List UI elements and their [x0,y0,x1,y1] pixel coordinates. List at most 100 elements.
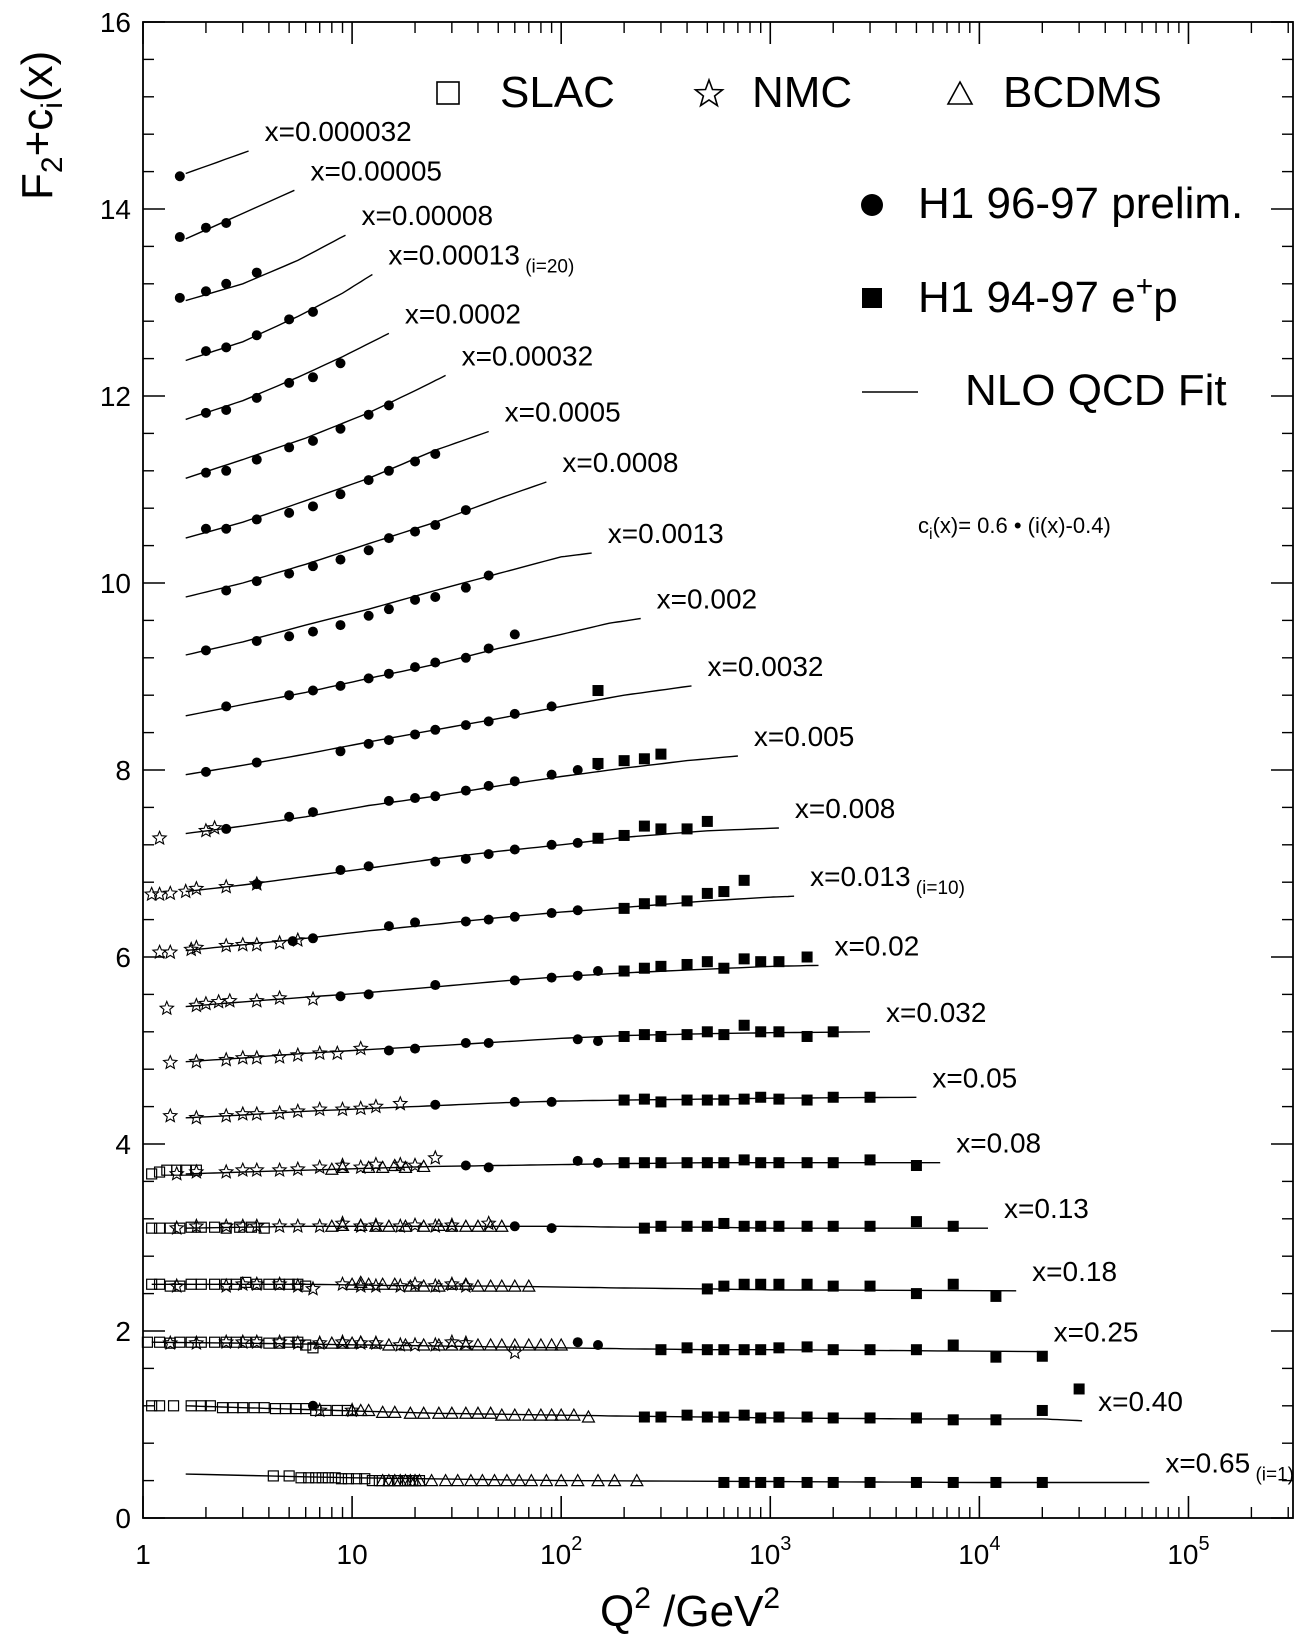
slac-point [342,1473,354,1485]
nmc-point [304,990,322,1006]
h1-96-97-point [383,533,394,544]
h1-94-97-point [801,1030,813,1042]
h1-94-97-point [638,820,650,832]
h1-96-97-point [363,989,374,1000]
h1-96-97-point [363,475,374,486]
bcdms-point [463,1473,478,1487]
slac-point [195,1336,207,1348]
h1-94-97-point [755,1344,767,1356]
h1-94-97-point [864,1344,876,1356]
slac-point [146,1278,158,1290]
series-group: x=0.05 [162,1062,1017,1125]
nmc-point [218,1277,235,1294]
bcdms-point [475,1473,490,1487]
bcdms-point [494,1337,509,1351]
h1-94-97-point [827,1220,839,1232]
h1-96-97-point [546,1096,557,1107]
series-group: x=0.002 [185,584,757,717]
nmc-point [352,1334,369,1350]
series-group: x=0.40 [146,1383,1183,1426]
h1-94-97-point [718,1411,730,1423]
nmc-point [367,1098,384,1114]
h1-96-97-point [251,757,262,768]
h1-94-97-point [738,1278,750,1290]
bcdms-point [387,1405,402,1418]
nmc-point [197,995,214,1011]
h1-96-97-point [546,1223,557,1234]
bcdms-point [533,1337,548,1351]
slac-point [279,1403,292,1415]
fit-curve [185,1031,871,1063]
curve-label: x=0.65 (i=1) [1165,1447,1294,1485]
axes: 0 2 4 6 8 10 12 14 16 1 10 102 103 104 105 [100,7,1293,1570]
h1-94-97-point [947,1278,959,1290]
h1-96-97-point [335,680,346,691]
bcdms-point [431,1406,446,1419]
nmc-point [334,1333,351,1350]
nmc-point [427,1217,444,1234]
bcdms-point [368,1335,383,1349]
h1-96-97-point [174,292,185,303]
x-tick-label: 1 [135,1539,151,1570]
h1-96-97-point [410,729,421,740]
h1-94-97-point [655,823,667,835]
bcdms-point [416,1219,431,1232]
h1-96-97-point [307,306,318,317]
nmc-point [289,1277,306,1294]
h1-94-97-point [1036,1350,1048,1362]
series-group: x=0.005 [151,721,854,846]
h1-94-97-point [638,1222,650,1234]
offset-formula: ci(x)= 0.6 • (i(x)-0.4) [918,513,1111,543]
h1-96-97-point [572,905,583,916]
slac-point [146,1400,158,1412]
nmc-point [427,1149,444,1165]
fit-curve [185,234,346,302]
slac-point [329,1472,341,1484]
nmc-point [168,1165,185,1181]
nmc-point [188,1109,205,1125]
h1-94-97-point [738,1019,750,1031]
slac-point [220,1222,232,1234]
h1-94-97-point [638,1093,650,1105]
nmc-point [289,1334,306,1350]
y-tick-label: 4 [115,1129,131,1160]
bcdms-point [398,1337,413,1351]
series-group: x=0.0002 [185,298,521,421]
nmc-point [352,1040,369,1056]
h1-96-97-point [221,585,232,596]
x-tick-label: 103 [749,1533,791,1570]
h1-96-97-point [460,1160,471,1171]
bcdms-point [487,1473,502,1487]
h1-96-97-point [251,454,262,465]
bcdms-point [438,1473,453,1487]
bcdms-point [470,1278,485,1292]
bcdms-point [524,1473,539,1487]
h1-94-97-point [618,1157,630,1169]
nmc-point [334,1275,351,1292]
slac-point [195,1221,207,1233]
bcdms-point [353,1334,368,1348]
h1-94-97-point [701,815,713,827]
y-tick-label: 8 [115,755,131,786]
bcdms-point [416,1159,431,1173]
h1-94-97-point [738,953,750,965]
h1-96-97-point [383,795,394,806]
bcdms-point [398,1219,413,1232]
y-tick-label: 12 [100,381,131,412]
h1-96-97-point [460,853,471,864]
nmc-point [188,939,205,955]
h1-96-97-point [410,662,421,673]
h1-94-97-point [773,1411,785,1423]
bcdms-point [554,1473,569,1487]
h1-96-97-point [335,746,346,757]
bcdms-point [458,1406,473,1419]
slac-point [283,1470,295,1482]
nmc-point [407,1157,424,1173]
h1-94-97-point [701,1283,713,1295]
h1-94-97-point [701,1026,713,1038]
nmc-point [427,1336,444,1352]
h1-96-97-point [483,849,494,860]
slac-point [251,1278,263,1290]
h1-96-97-point [430,657,441,668]
